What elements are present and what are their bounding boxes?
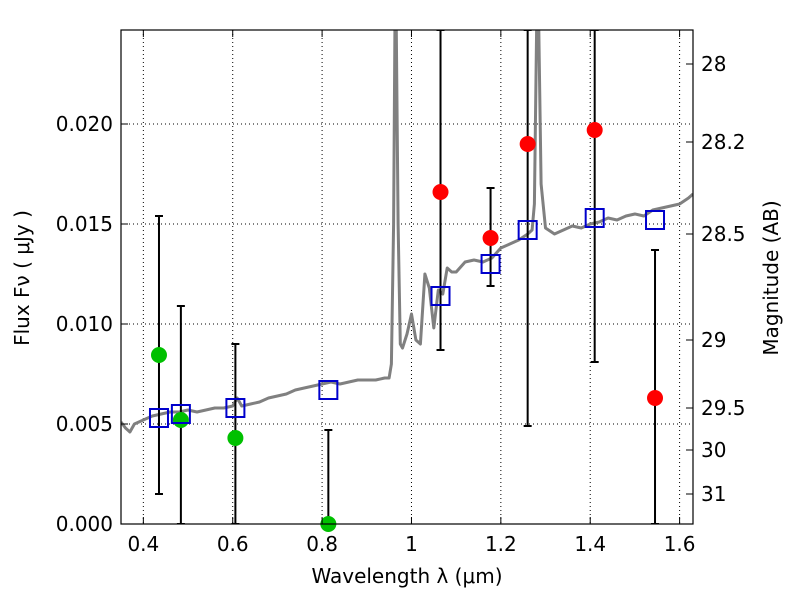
data-point	[150, 347, 167, 363]
model-photometry-marker	[430, 286, 451, 306]
y-tick-label: 0.005	[56, 412, 113, 436]
model-spectrum-line	[121, 30, 693, 434]
data-point	[227, 430, 244, 446]
x-tick-label: 0.8	[306, 532, 338, 556]
model-photometry-marker	[480, 254, 501, 274]
model-photometry-marker	[318, 380, 339, 400]
x-axis-label: Wavelength λ (μm)	[311, 564, 502, 588]
y-tick-label: 0.015	[56, 212, 113, 236]
model-photometry-marker	[584, 208, 605, 228]
y-axis-label: Flux Fν ( μJy )	[10, 210, 34, 346]
y-tick-label: 0.000	[56, 512, 113, 536]
markers	[148, 122, 666, 532]
y2-tick-label: 29.5	[701, 396, 746, 420]
y2-tick-label: 28.5	[701, 222, 746, 246]
y2-tick-label: 28.2	[701, 130, 746, 154]
grid	[121, 30, 693, 525]
y2-tick-label: 31	[701, 482, 726, 506]
y2-tick-label: 29	[701, 328, 726, 352]
model-photometry-marker	[170, 404, 191, 424]
model-photometry-marker	[517, 220, 538, 240]
model-spectrum	[121, 30, 693, 434]
data-point	[432, 184, 449, 200]
y-tick-label: 0.020	[56, 112, 113, 136]
y2-axis-label: Magnitude (AB)	[759, 200, 783, 355]
x-tick-label: 1.6	[664, 532, 696, 556]
error-bars	[154, 30, 660, 524]
data-point	[519, 136, 536, 152]
model-photometry-marker	[148, 408, 169, 428]
data-point	[586, 122, 603, 138]
y-tick-label: 0.010	[56, 312, 113, 336]
data-point	[647, 390, 664, 406]
x-tick-label: 1.2	[485, 532, 517, 556]
plot-frame	[120, 29, 694, 525]
ticks: 0.4 0.6 0.8 1 1.2 1.4 1.6 0.000 0.005 0.010 0.015 0…	[56, 30, 746, 556]
y2-tick-label: 30	[701, 438, 726, 462]
y2-tick-label: 28	[701, 52, 726, 76]
model-photometry-marker	[225, 398, 246, 418]
x-tick-label: 0.4	[127, 532, 159, 556]
x-tick-label: 1	[405, 532, 418, 556]
data-point	[172, 412, 189, 428]
x-tick-label: 0.6	[217, 532, 249, 556]
x-tick-label: 1.4	[574, 532, 606, 556]
model-photometry-marker	[645, 210, 666, 230]
data-point	[482, 230, 499, 246]
